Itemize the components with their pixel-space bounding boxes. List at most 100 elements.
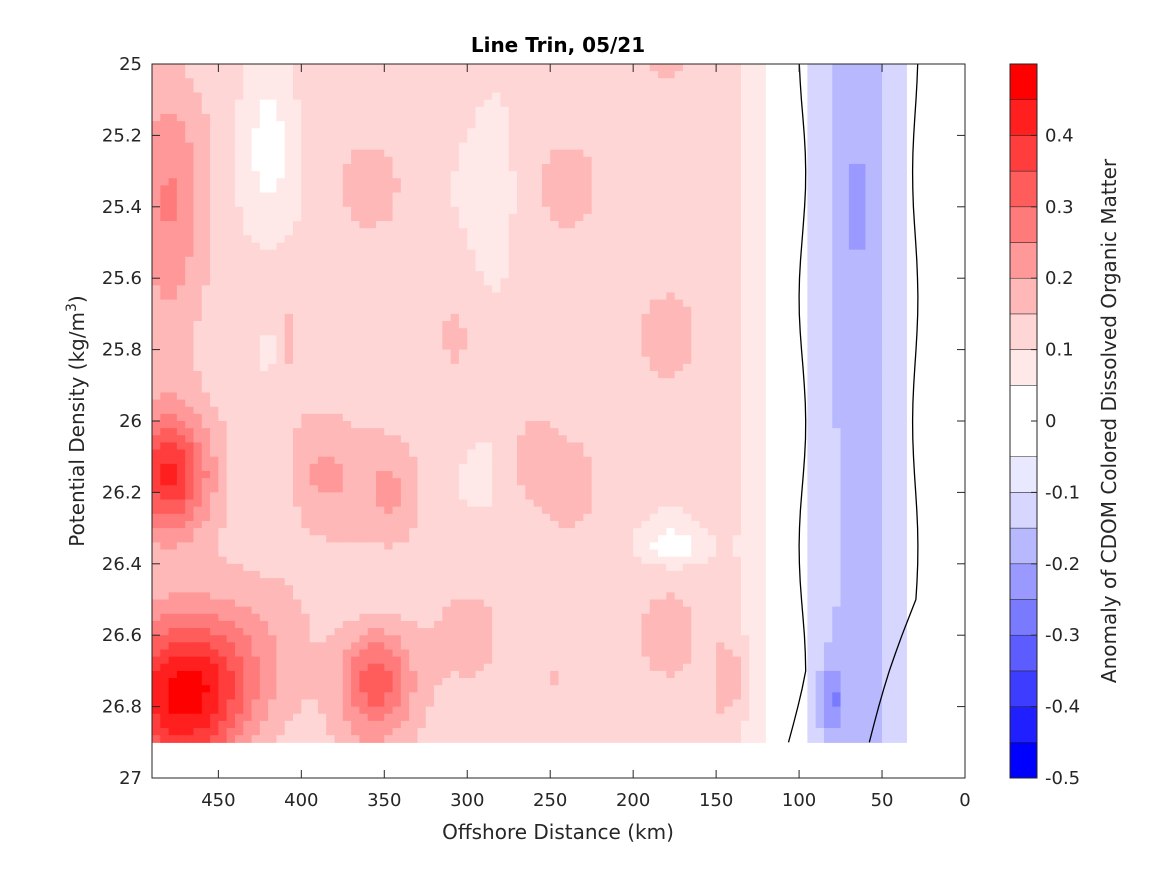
contour-cell — [201, 99, 211, 108]
contour-cell — [268, 492, 278, 501]
contour-cell — [475, 249, 485, 258]
contour-cell — [193, 285, 203, 294]
contour-cell — [566, 556, 576, 565]
contour-cell — [317, 142, 327, 151]
contour-cell — [384, 328, 394, 336]
contour-cell — [434, 692, 443, 701]
contour-cell — [276, 592, 286, 601]
contour-cell — [185, 328, 195, 336]
contour-cell — [185, 306, 195, 315]
contour-cell — [375, 242, 385, 251]
contour-cell — [210, 321, 219, 329]
contour-cell — [442, 720, 452, 729]
contour-cell — [334, 663, 344, 672]
contour-cell — [301, 156, 311, 165]
contour-cell — [293, 285, 302, 294]
contour-cell — [583, 463, 593, 472]
contour-cell — [284, 371, 294, 379]
contour-cell — [409, 570, 419, 579]
contour-cell — [375, 699, 385, 708]
contour-cell — [434, 199, 443, 208]
contour-cell — [450, 513, 460, 522]
contour-cell — [500, 156, 510, 165]
contour-cell — [550, 463, 560, 472]
contour-cell — [392, 156, 402, 165]
contour-cell — [185, 706, 195, 715]
contour-cell — [152, 285, 161, 294]
contour-cell — [276, 321, 286, 329]
contour-cell — [392, 678, 402, 686]
contour-cell — [293, 492, 302, 501]
contour-cell — [467, 449, 477, 458]
contour-cell — [301, 728, 311, 736]
contour-cell — [334, 428, 344, 436]
contour-cell — [517, 656, 526, 665]
contour-cell — [566, 492, 576, 501]
contour-cell — [210, 428, 219, 436]
contour-cell — [342, 221, 352, 229]
contour-cell — [392, 185, 402, 194]
contour-cell — [558, 199, 568, 208]
contour-cell — [517, 492, 526, 501]
contour-cell — [243, 599, 253, 608]
contour-cell — [160, 363, 170, 372]
contour-cell — [334, 64, 344, 72]
contour-cell — [234, 563, 244, 572]
contour-cell — [193, 128, 203, 136]
contour-cell — [425, 599, 435, 608]
contour-cell — [326, 656, 336, 665]
contour-cell — [500, 549, 510, 558]
contour-cell — [284, 606, 294, 615]
contour-cell — [309, 256, 319, 265]
contour-cell — [185, 256, 195, 265]
contour-cell — [384, 578, 394, 586]
contour-cell — [450, 192, 460, 201]
contour-cell — [517, 313, 526, 322]
contour-cell — [458, 271, 468, 279]
contour-cell — [268, 706, 278, 715]
contour-cell — [434, 713, 443, 722]
contour-cell — [268, 449, 278, 458]
contour-cell — [583, 442, 593, 451]
contour-cell — [234, 699, 244, 708]
contour-cell — [168, 613, 178, 622]
contour-cell — [193, 542, 203, 551]
contour-cell — [458, 663, 468, 672]
contour-cell — [508, 613, 518, 622]
contour-cell — [442, 735, 452, 743]
contour-cell — [566, 592, 576, 601]
contour-cell — [243, 285, 253, 294]
contour-cell — [517, 649, 526, 658]
contour-cell — [525, 292, 535, 301]
contour-cell — [392, 313, 402, 322]
contour-cell — [185, 249, 195, 258]
contour-cell — [566, 663, 576, 672]
contour-cell — [525, 449, 535, 458]
contour-cell — [259, 735, 269, 743]
contour-cell — [226, 71, 236, 79]
contour-cell — [409, 442, 419, 451]
contour-cell — [583, 106, 593, 115]
contour-cell — [351, 642, 360, 651]
contour-cell — [367, 185, 377, 194]
contour-cell — [342, 470, 352, 479]
contour-cell — [425, 306, 435, 315]
contour-cell — [309, 485, 319, 493]
contour-cell — [442, 242, 452, 251]
contour-cell — [234, 606, 244, 615]
contour-cell — [234, 321, 244, 329]
contour-cell — [525, 263, 535, 272]
contour-cell — [193, 585, 203, 593]
contour-cell — [326, 199, 336, 208]
contour-cell — [193, 356, 203, 365]
contour-cell — [193, 342, 203, 351]
contour-cell — [326, 492, 336, 501]
contour-cell — [492, 113, 502, 122]
contour-cell — [458, 328, 468, 336]
contour-cell — [326, 628, 336, 636]
contour-cell — [492, 442, 502, 451]
contour-cell — [193, 535, 203, 543]
contour-cell — [218, 442, 228, 451]
contour-cell — [284, 463, 294, 472]
contour-cell — [284, 228, 294, 236]
